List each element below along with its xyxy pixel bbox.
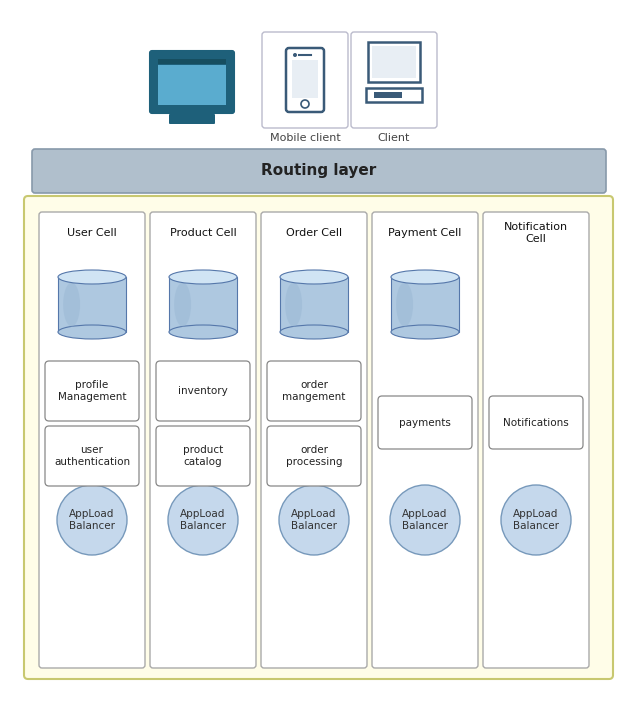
Bar	[158, 59, 226, 64]
Text: product
catalog: product catalog	[183, 445, 223, 467]
Ellipse shape	[174, 283, 191, 327]
Ellipse shape	[396, 283, 413, 327]
Ellipse shape	[169, 270, 237, 284]
Ellipse shape	[285, 283, 302, 327]
FancyBboxPatch shape	[39, 212, 145, 668]
FancyBboxPatch shape	[366, 88, 422, 102]
Ellipse shape	[169, 325, 237, 339]
Text: Order Cell: Order Cell	[286, 228, 342, 238]
Circle shape	[279, 485, 349, 555]
FancyBboxPatch shape	[150, 212, 256, 668]
Circle shape	[501, 485, 571, 555]
Text: User Cell: User Cell	[67, 228, 117, 238]
Circle shape	[293, 53, 297, 57]
Ellipse shape	[280, 325, 348, 339]
FancyBboxPatch shape	[351, 32, 437, 128]
Circle shape	[390, 485, 460, 555]
Bar	[58, 277, 126, 332]
Ellipse shape	[58, 325, 126, 339]
Text: Product Cell: Product Cell	[169, 228, 236, 238]
Text: user
authentication: user authentication	[54, 445, 130, 467]
Text: profile
Management: profile Management	[58, 380, 126, 402]
Circle shape	[168, 485, 238, 555]
Text: Routing layer: Routing layer	[261, 163, 376, 178]
FancyBboxPatch shape	[150, 51, 234, 113]
Text: payments: payments	[399, 418, 451, 428]
FancyBboxPatch shape	[262, 32, 348, 128]
FancyBboxPatch shape	[261, 212, 367, 668]
Text: AppLoad
Balancer: AppLoad Balancer	[69, 509, 115, 531]
FancyBboxPatch shape	[45, 426, 139, 486]
FancyBboxPatch shape	[368, 42, 420, 82]
FancyBboxPatch shape	[45, 361, 139, 421]
Text: AppLoad
Balancer: AppLoad Balancer	[291, 509, 337, 531]
FancyBboxPatch shape	[156, 426, 250, 486]
Circle shape	[57, 485, 127, 555]
Text: Client: Client	[378, 133, 410, 143]
Bar	[374, 92, 402, 98]
Ellipse shape	[391, 270, 459, 284]
Bar	[158, 65, 226, 105]
Text: order
mangement: order mangement	[282, 380, 346, 402]
FancyBboxPatch shape	[156, 361, 250, 421]
Text: AppLoad
Balancer: AppLoad Balancer	[180, 509, 226, 531]
Ellipse shape	[280, 270, 348, 284]
Text: AppLoad
Balancer: AppLoad Balancer	[402, 509, 448, 531]
FancyBboxPatch shape	[267, 361, 361, 421]
Text: Notification
Cell: Notification Cell	[504, 222, 568, 244]
FancyBboxPatch shape	[286, 48, 324, 112]
Bar	[169, 277, 237, 332]
Text: Notifications: Notifications	[503, 418, 569, 428]
Ellipse shape	[58, 270, 126, 284]
FancyBboxPatch shape	[372, 212, 478, 668]
FancyBboxPatch shape	[378, 396, 472, 449]
Bar	[372, 46, 416, 78]
FancyBboxPatch shape	[169, 114, 215, 124]
Text: inventory: inventory	[178, 386, 228, 396]
Text: order
processing: order processing	[286, 445, 342, 467]
Bar	[280, 277, 348, 332]
FancyBboxPatch shape	[24, 196, 613, 679]
FancyBboxPatch shape	[489, 396, 583, 449]
Text: Payment Cell: Payment Cell	[389, 228, 462, 238]
FancyBboxPatch shape	[32, 149, 606, 193]
Ellipse shape	[391, 325, 459, 339]
Text: Mobile client: Mobile client	[269, 133, 340, 143]
Bar	[391, 277, 459, 332]
Bar	[292, 60, 318, 98]
Ellipse shape	[63, 283, 80, 327]
Text: AppLoad
Balancer: AppLoad Balancer	[513, 509, 559, 531]
FancyBboxPatch shape	[483, 212, 589, 668]
FancyBboxPatch shape	[267, 426, 361, 486]
